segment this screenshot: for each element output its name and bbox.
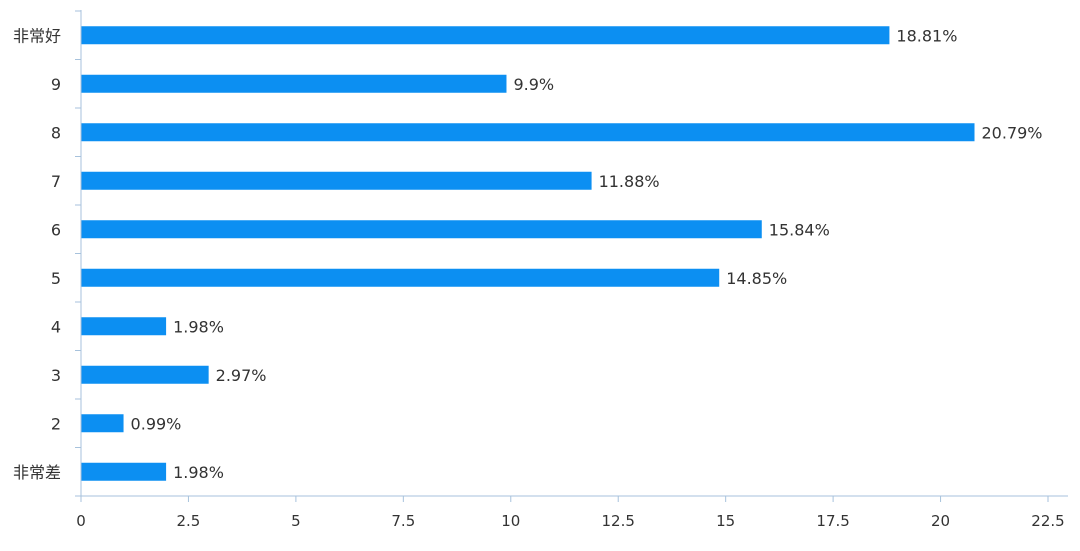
labels-layer: 非常好 18.81% 9 9.9% 8 20.79% 7 11.88% 6 15.84% 5 14.8…: [13, 26, 1065, 530]
y-tick-label: 非常差: [13, 463, 61, 482]
data-label: 0.99%: [131, 414, 182, 433]
y-tick-label: 8: [51, 123, 61, 142]
x-tick-label: 17.5: [816, 512, 849, 530]
data-label: 9.9%: [513, 75, 554, 94]
x-tick-label: 20: [931, 512, 950, 530]
bar: [81, 74, 507, 93]
y-tick-label: 7: [51, 172, 61, 191]
data-label: 2.97%: [216, 366, 267, 385]
x-tick-label: 5: [291, 512, 301, 530]
x-tick-label: 0: [76, 512, 86, 530]
bar: [81, 414, 124, 433]
bar: [81, 123, 975, 142]
axes-layer: [75, 10, 1068, 502]
x-tick-label: 7.5: [391, 512, 415, 530]
data-label: 1.98%: [173, 463, 224, 482]
bars-layer: [81, 26, 975, 481]
y-tick-label: 非常好: [13, 26, 61, 45]
bar: [81, 26, 890, 45]
data-label: 1.98%: [173, 317, 224, 336]
y-tick-label: 3: [51, 366, 61, 385]
y-tick-label: 4: [51, 317, 61, 336]
data-label: 20.79%: [982, 123, 1043, 142]
bar: [81, 317, 167, 336]
x-tick-label: 22.5: [1031, 512, 1064, 530]
bar: [81, 220, 762, 239]
bar: [81, 268, 720, 287]
bar: [81, 365, 209, 384]
y-tick-label: 5: [51, 269, 61, 288]
bar: [81, 171, 592, 190]
x-tick-label: 2.5: [177, 512, 201, 530]
bar: [81, 462, 167, 481]
data-label: 18.81%: [896, 26, 957, 45]
y-tick-label: 9: [51, 75, 61, 94]
y-tick-label: 2: [51, 414, 61, 433]
y-tick-label: 6: [51, 220, 61, 239]
data-label: 14.85%: [726, 269, 787, 288]
x-tick-label: 10: [501, 512, 520, 530]
data-label: 11.88%: [599, 172, 660, 191]
data-label: 15.84%: [769, 220, 830, 239]
x-tick-label: 12.5: [602, 512, 635, 530]
x-tick-label: 15: [716, 512, 735, 530]
